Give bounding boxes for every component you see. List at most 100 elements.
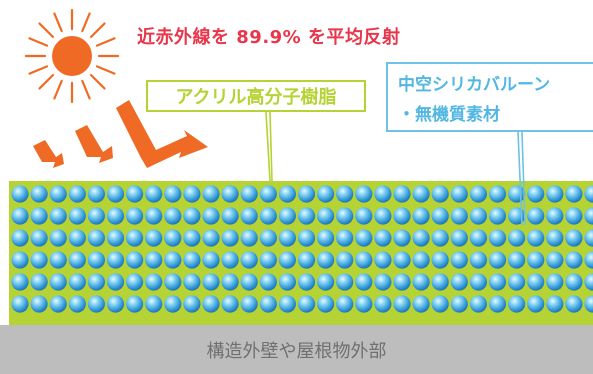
silica-balloon-sphere <box>584 295 593 313</box>
silica-balloon-sphere <box>164 207 182 225</box>
sun-ray <box>95 37 116 47</box>
silica-balloon-sphere <box>488 229 507 247</box>
silica-balloon-sphere <box>297 229 316 247</box>
silica-balloon-sphere <box>145 251 163 269</box>
silica-balloon-sphere <box>145 185 163 203</box>
silica-balloon-callout: 中空シリカバルーン ・無機質素材 <box>386 62 593 132</box>
silica-balloon-sphere <box>30 185 48 203</box>
silica-balloon-sphere <box>507 273 526 291</box>
silica-balloon-sphere <box>87 295 105 313</box>
silica-balloon-sphere <box>374 251 392 269</box>
silica-balloon-sphere <box>412 207 430 225</box>
silica-balloon-sphere <box>393 273 411 291</box>
silica-balloon-sphere <box>49 251 67 269</box>
silica-balloon-sphere <box>584 229 593 247</box>
silica-balloon-sphere <box>164 185 182 203</box>
silica-balloon-sphere <box>68 185 86 203</box>
silica-balloon-sphere <box>106 251 125 269</box>
sun-ray <box>38 22 55 39</box>
silica-balloon-sphere <box>278 185 296 203</box>
silica-balloon-sphere <box>355 295 373 313</box>
silica-balloon-sphere <box>202 207 220 225</box>
silica-balloon-label: 中空シリカバルーン <box>398 75 551 95</box>
silica-balloon-sphere <box>106 229 125 247</box>
silica-balloon-sphere <box>374 207 392 225</box>
silica-balloon-sphere <box>87 273 105 291</box>
silica-balloon-sphere <box>527 295 545 313</box>
silica-balloon-sphere <box>584 185 593 203</box>
silica-balloon-sphere <box>431 273 449 291</box>
silica-balloon-sphere <box>278 207 296 225</box>
silica-balloon-sphere <box>259 185 277 203</box>
silica-balloon-sphere <box>68 251 86 269</box>
silica-balloon-sphere <box>565 229 583 247</box>
sun-ray <box>81 79 91 100</box>
silica-balloon-sphere <box>106 273 125 291</box>
silica-balloon-sphere <box>221 185 239 203</box>
silica-balloon-sphere <box>11 185 29 203</box>
silica-balloon-sphere <box>469 295 487 313</box>
silica-balloon-sphere <box>317 273 335 291</box>
silica-balloon-sphere <box>297 295 316 313</box>
silica-balloon-sphere <box>450 273 468 291</box>
sun-ray <box>53 12 63 33</box>
silica-balloon-sphere <box>317 229 335 247</box>
silica-balloon-sphere <box>68 207 86 225</box>
silica-balloon-sphere <box>11 295 29 313</box>
acrylic-resin-label: アクリル高分子樹脂 <box>175 87 337 108</box>
silica-balloon-sphere <box>565 295 583 313</box>
silica-balloon-sphere <box>259 251 277 269</box>
silica-balloon-sphere <box>68 229 86 247</box>
silica-balloon-sphere <box>49 295 67 313</box>
silica-balloon-sphere <box>507 251 526 269</box>
base-structure-label: 構造外壁や屋根物外部 <box>206 340 387 362</box>
silica-balloon-sphere <box>527 273 545 291</box>
silica-balloon-sphere <box>259 273 277 291</box>
silica-balloon-sphere <box>87 229 105 247</box>
sun-ray <box>38 73 55 90</box>
silica-balloon-sphere <box>164 251 182 269</box>
sun-ray <box>81 12 91 33</box>
silica-balloon-sphere <box>240 273 258 291</box>
silica-balloon-sphere <box>336 229 354 247</box>
silica-balloon-sphere <box>30 273 48 291</box>
silica-balloon-sphere <box>412 273 430 291</box>
silica-balloon-sphere <box>546 251 564 269</box>
silica-balloon-sphere <box>11 229 29 247</box>
silica-balloon-sphere <box>126 185 144 203</box>
silica-balloon-sphere <box>183 273 201 291</box>
silica-balloon-sphere <box>431 229 449 247</box>
silica-balloon-sphere <box>469 185 487 203</box>
silica-balloon-sphere <box>183 295 201 313</box>
silica-balloon-sphere <box>336 273 354 291</box>
silica-balloon-sphere <box>297 273 316 291</box>
silica-balloon-sphere <box>374 273 392 291</box>
silica-balloon-sphere <box>527 185 545 203</box>
silica-balloon-sphere <box>30 251 48 269</box>
silica-balloon-sphere <box>183 229 201 247</box>
silica-balloon-sphere <box>183 207 201 225</box>
silica-balloon-sphere <box>393 295 411 313</box>
silica-balloon-sphere <box>240 251 258 269</box>
silica-balloon-sphere <box>145 207 163 225</box>
silica-balloon-sphere <box>49 229 67 247</box>
silica-balloon-sphere <box>584 251 593 269</box>
silica-balloon-sphere <box>469 251 487 269</box>
silica-balloon-sphere <box>30 229 48 247</box>
silica-balloon-sphere <box>49 207 67 225</box>
silica-balloon-sphere <box>87 251 105 269</box>
silica-balloon-sphere <box>68 295 86 313</box>
silica-balloon-sphere <box>317 185 335 203</box>
silica-balloon-sphere <box>546 295 564 313</box>
silica-balloon-sphere <box>126 251 144 269</box>
silica-balloon-sphere <box>450 295 468 313</box>
silica-balloon-sphere <box>106 185 125 203</box>
silica-balloon-sphere <box>126 229 144 247</box>
reflection-headline: 近赤外線を 89.9% を平均反射 <box>137 27 401 48</box>
reflection-arrows-icon <box>33 100 208 168</box>
silica-balloon-sphere <box>546 273 564 291</box>
silica-balloon-sphere <box>507 229 526 247</box>
silica-balloon-sphere <box>259 229 277 247</box>
silica-balloon-sphere <box>450 207 468 225</box>
